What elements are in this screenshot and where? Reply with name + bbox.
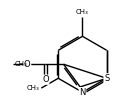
Text: N: N xyxy=(79,88,86,97)
Text: CH₃: CH₃ xyxy=(27,85,39,91)
Text: CH₃: CH₃ xyxy=(76,9,89,15)
Text: S: S xyxy=(104,74,109,83)
Text: O: O xyxy=(42,75,49,84)
Text: O: O xyxy=(24,60,31,69)
Text: CH₃: CH₃ xyxy=(15,61,27,67)
